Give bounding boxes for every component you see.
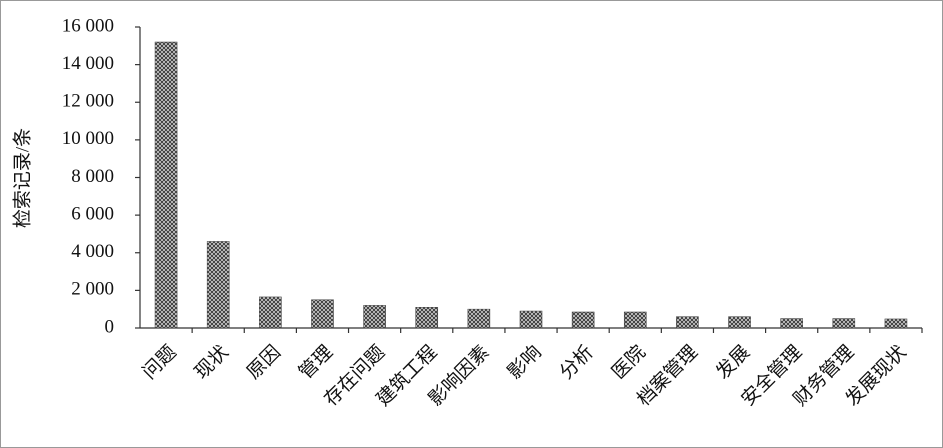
bar [780,318,803,329]
y-tick-label: 14 000 [62,53,114,74]
y-tick-label: 2 000 [71,279,114,300]
bar [728,316,751,329]
bar [154,41,178,329]
bar [676,316,699,329]
y-tick-label: 4 000 [71,241,114,262]
y-tick-label: 8 000 [71,166,114,187]
bar [519,310,543,329]
bar [571,311,595,329]
y-tick-label: 12 000 [62,91,114,112]
y-tick-label: 10 000 [62,128,114,149]
y-tick-label: 0 [105,316,115,337]
y-tick-label: 16 000 [62,15,114,36]
bar [259,296,282,329]
bar [832,318,856,329]
y-tick-label: 6 000 [71,203,114,224]
bar [415,307,439,329]
bar [623,311,647,329]
bar [363,305,386,329]
bar [311,299,334,329]
y-axis-title: 检索记录/条 [11,128,33,228]
bar [206,241,230,329]
bar [884,318,908,329]
bar [467,308,491,329]
